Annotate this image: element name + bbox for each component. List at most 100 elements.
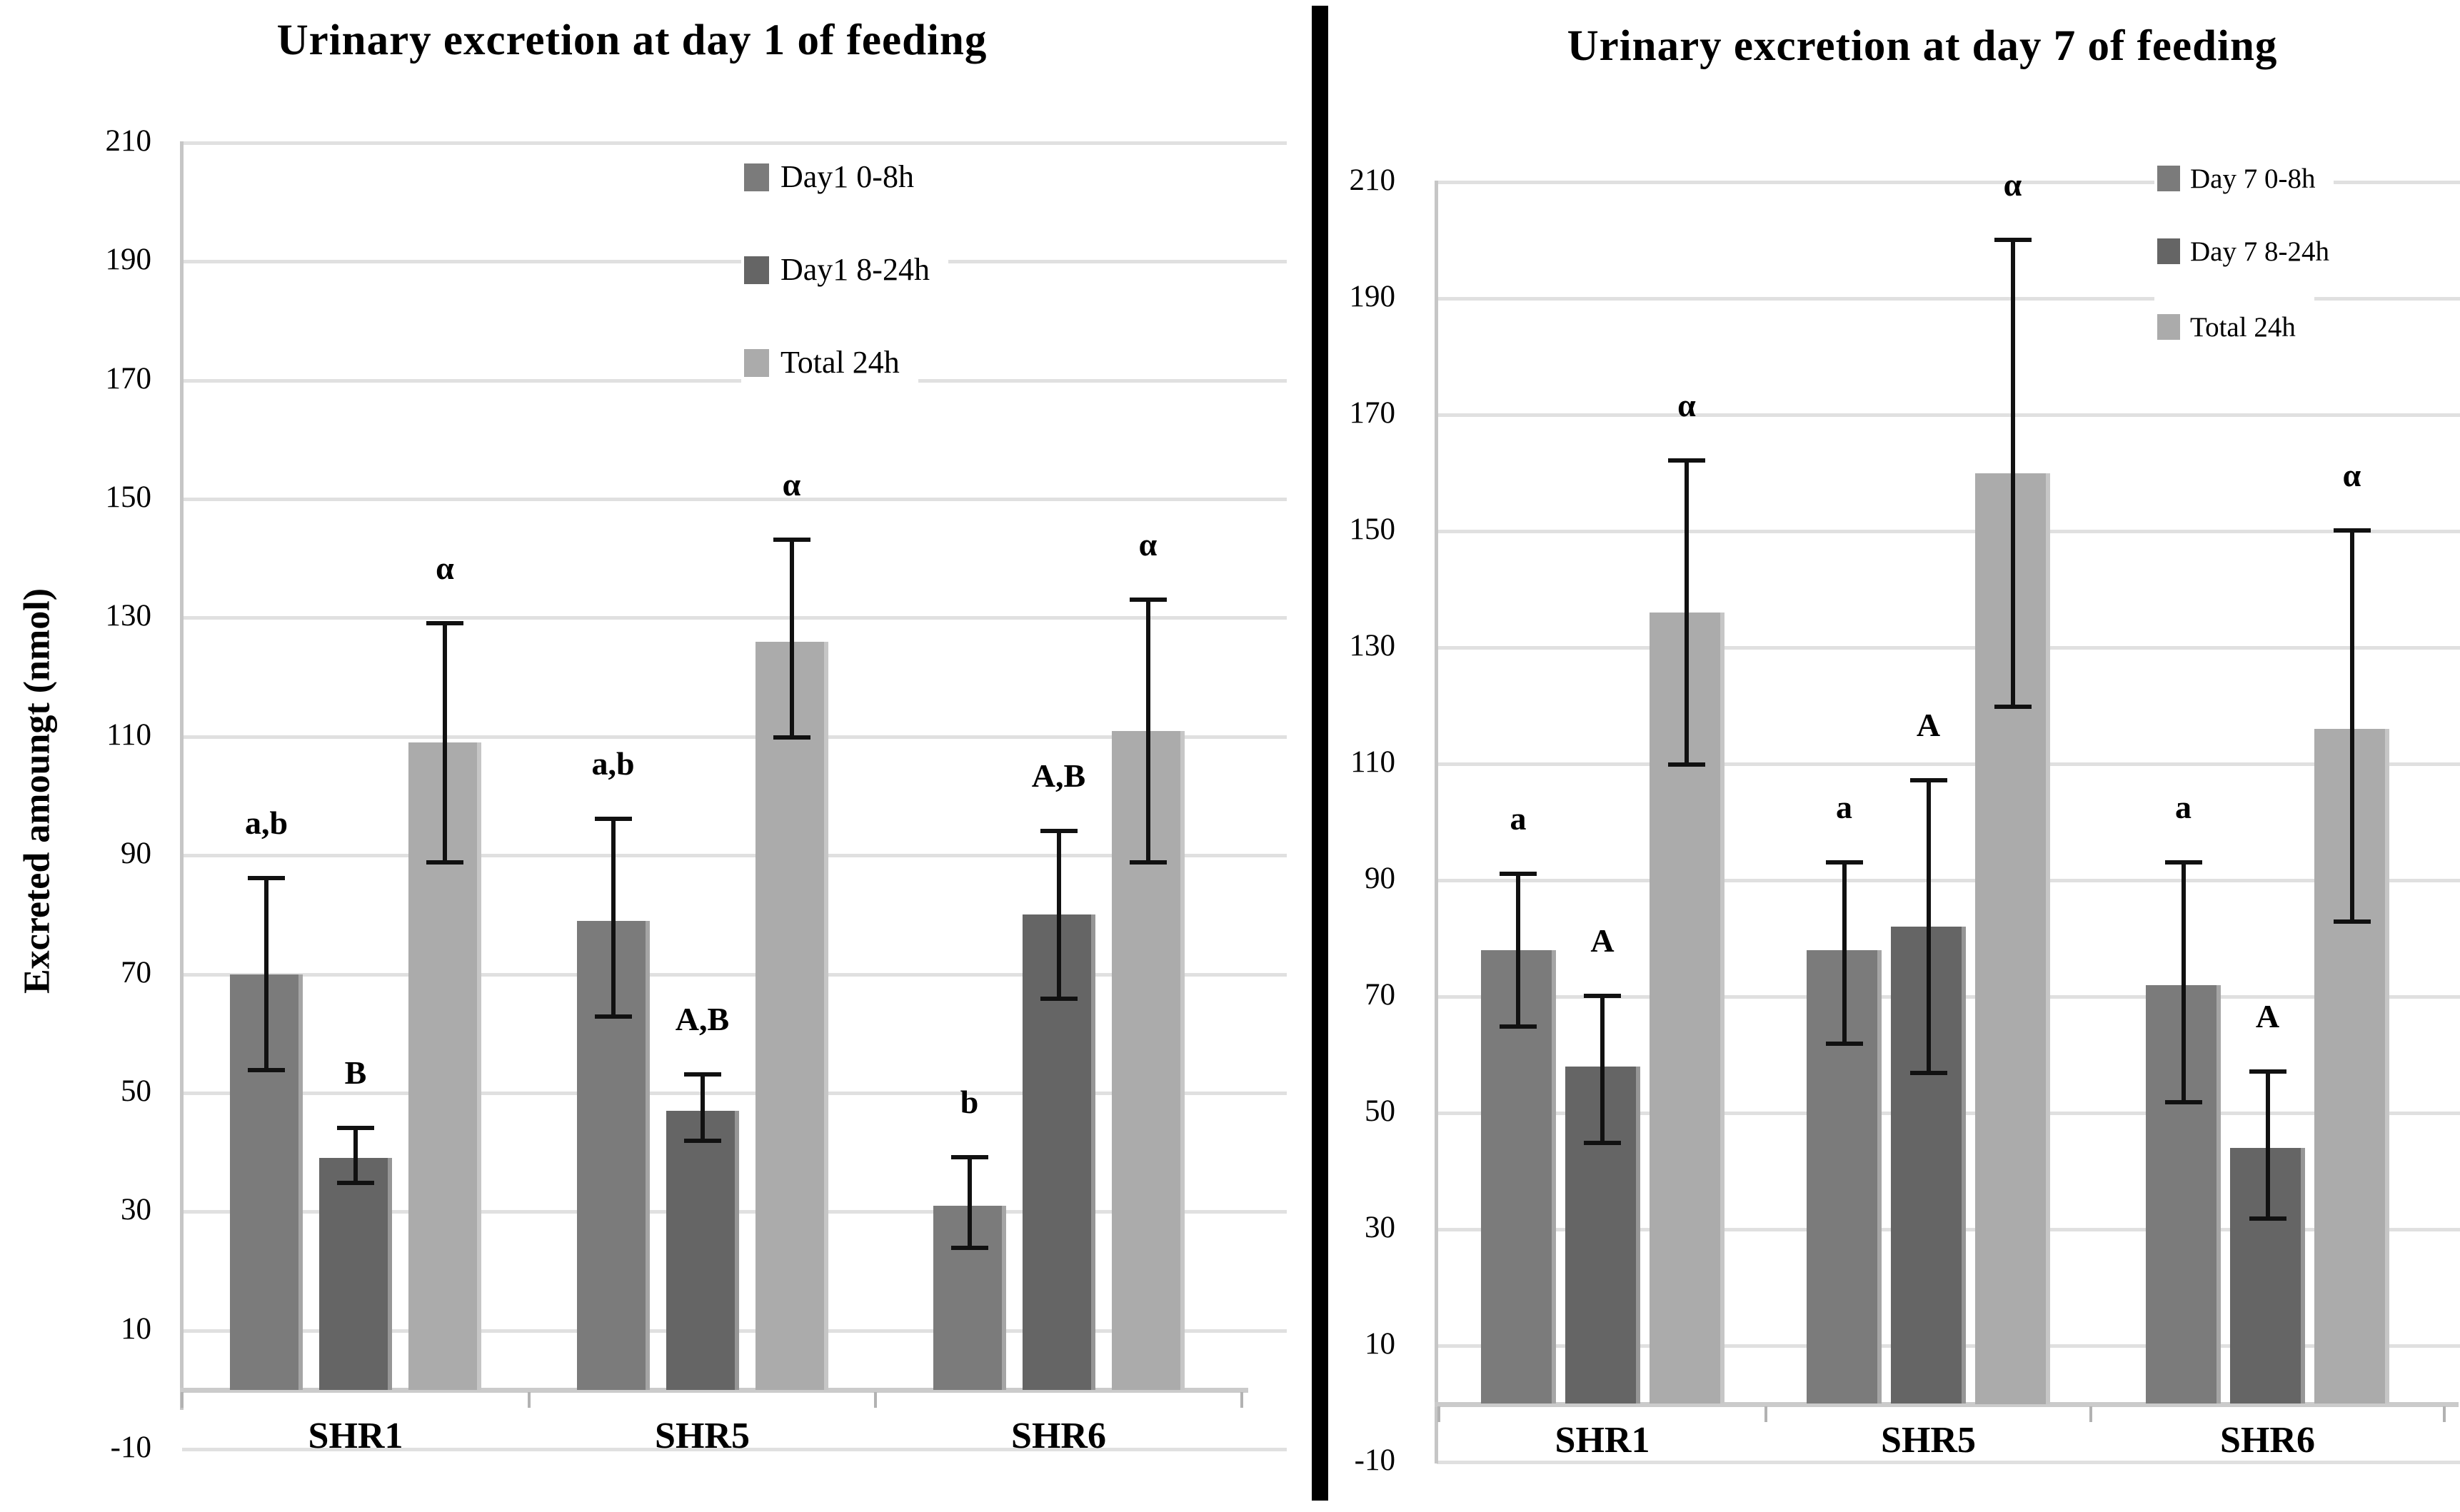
legend-swatch-day-7-0-8h: [2157, 166, 2180, 191]
panel-divider: [1312, 6, 1328, 1501]
legend-swatch-day-7-8-24h: [2157, 238, 2180, 264]
significance-label-shr5-total-24h: α: [2003, 166, 2022, 203]
significance-label-shr5-day1-8-24h: A,B: [675, 1000, 730, 1037]
error-bar-shr1-day-7-0-8h: [1516, 874, 1520, 1026]
error-cap-bottom-shr5-day1-8-24h: [683, 1139, 721, 1144]
y-tick-label-70: 70: [1365, 978, 1395, 1012]
significance-label-shr1-day1-0-8h: a,b: [244, 805, 288, 842]
error-cap-top-shr1-total-24h: [426, 620, 463, 625]
y-tick-label-50: 50: [1365, 1094, 1395, 1128]
legend-item-day-7-8-24h: Day 7 8-24h: [2154, 221, 2348, 281]
significance-label-shr5-day-7-8-24h: A: [1916, 707, 1941, 744]
error-cap-top-shr5-day1-8-24h: [683, 1072, 721, 1077]
y-tick-label-70: 70: [121, 955, 151, 989]
legend-label-day-7-0-8h: Day 7 0-8h: [2190, 163, 2316, 194]
y-tick-label-170: 170: [1349, 396, 1396, 430]
gridline-210: [1437, 181, 2460, 184]
error-cap-bottom-shr6-day1-8-24h: [1040, 996, 1078, 1001]
chart-title-day1: Urinary excretion at day 1 of feeding: [276, 16, 988, 64]
bar-shr5-total-24h: [1975, 473, 2050, 1404]
error-cap-top-shr6-day-7-0-8h: [2164, 860, 2202, 865]
x-axis-tick-1: [528, 1391, 531, 1408]
legend-swatch-day1-0-8h: [744, 163, 769, 191]
gridline-70: [182, 972, 1287, 977]
significance-label-shr1-total-24h: α: [436, 549, 454, 586]
legend-item-day1-0-8h: Day1 0-8h: [741, 146, 933, 208]
error-cap-bottom-shr6-day1-0-8h: [950, 1246, 988, 1251]
error-cap-top-shr5-total-24h: [773, 538, 810, 543]
chart-day1-panel: Urinary excretion at day 1 of feeding Ex…: [17, 16, 1287, 1464]
y-tick-label-10: 10: [121, 1311, 151, 1346]
error-bar-shr6-day1-8-24h: [1056, 831, 1061, 998]
error-cap-bottom-shr5-total-24h: [1994, 704, 2032, 709]
x-axis-tick-3: [2443, 1406, 2446, 1422]
legend-item-day1-8-24h: Day1 8-24h: [741, 238, 948, 301]
error-cap-bottom-shr5-day-7-0-8h: [1825, 1042, 1863, 1047]
gridline-190: [1437, 297, 2460, 301]
gridline-50: [182, 1091, 1287, 1095]
legend-label-total-24h: Total 24h: [2190, 311, 2296, 343]
error-cap-top-shr1-day1-0-8h: [248, 876, 285, 881]
x-axis-tick-0: [1437, 1406, 1440, 1422]
legend-label-day-7-8-24h: Day 7 8-24h: [2190, 236, 2329, 267]
legend-label-total-24h: Total 24h: [780, 345, 900, 380]
gridline-150: [182, 498, 1287, 502]
x-category-label-shr1: SHR1: [1555, 1420, 1650, 1461]
significance-label-shr1-total-24h: α: [1677, 387, 1696, 424]
error-cap-bottom-shr1-total-24h: [1668, 762, 1705, 767]
y-tick-label-30: 30: [121, 1193, 151, 1227]
error-bar-shr6-day1-0-8h: [967, 1158, 972, 1248]
x-axis-tick-1: [1764, 1406, 1767, 1422]
error-bar-shr6-day-7-0-8h: [2181, 862, 2186, 1102]
error-bar-shr6-day-7-8-24h: [2265, 1072, 2270, 1218]
error-cap-bottom-shr1-total-24h: [426, 860, 463, 865]
error-cap-top-shr1-day1-8-24h: [337, 1125, 374, 1130]
significance-label-shr6-day-7-8-24h: A: [2255, 997, 2280, 1034]
gridline-90: [1437, 879, 2460, 882]
y-tick-label-190: 190: [1349, 280, 1396, 313]
y-tick-label-150: 150: [105, 480, 152, 515]
chart-day7-panel: Urinary excretion at day 7 of feeding 21…: [1330, 0, 2460, 1512]
y-tick-label-190: 190: [105, 243, 152, 277]
gridline-170: [182, 378, 1287, 383]
legend-item-total-24h: Total 24h: [741, 331, 918, 394]
error-cap-top-shr6-total-24h: [1129, 597, 1167, 602]
error-bar-shr1-total-24h: [443, 623, 447, 862]
significance-label-shr6-day-7-0-8h: a: [2175, 788, 2192, 825]
error-cap-bottom-shr6-total-24h: [1129, 860, 1167, 865]
y-tick-label-170: 170: [105, 361, 152, 395]
significance-label-shr6-total-24h: α: [2342, 457, 2361, 493]
error-cap-top-shr1-day-7-8-24h: [1584, 994, 1621, 998]
y-axis-line: [180, 141, 184, 1410]
significance-label-shr1-day1-8-24h: B: [344, 1054, 367, 1091]
error-cap-bottom-shr5-total-24h: [773, 735, 810, 740]
gridline-90: [182, 854, 1287, 858]
error-cap-top-shr1-total-24h: [1668, 458, 1705, 463]
error-bar-shr1-day1-8-24h: [353, 1128, 358, 1182]
y-axis-line: [1435, 181, 1438, 1463]
error-cap-bottom-shr6-total-24h: [2333, 919, 2371, 924]
significance-label-shr1-day-7-0-8h: a: [1510, 800, 1527, 837]
significance-label-shr5-day1-0-8h: a,b: [591, 745, 635, 782]
error-bar-shr1-day-7-8-24h: [1600, 997, 1605, 1142]
gridline-130: [1437, 646, 2460, 650]
legend-item-total-24h: Total 24h: [2154, 297, 2314, 357]
error-cap-bottom-shr6-day-7-0-8h: [2164, 1099, 2202, 1104]
x-axis-tick-2: [874, 1391, 877, 1408]
gridline-110: [1437, 762, 2460, 766]
bar-shr5-total-24h: [755, 641, 828, 1390]
x-axis-line: [1435, 1401, 2459, 1407]
y-tick-label-110: 110: [1350, 745, 1395, 779]
y-tick-label-150: 150: [1349, 513, 1396, 546]
legend-swatch-total-24h: [744, 348, 769, 377]
error-cap-top-shr5-day-7-0-8h: [1825, 860, 1863, 865]
significance-label-shr1-day-7-8-24h: A: [1590, 922, 1615, 959]
gridline-150: [1437, 530, 2460, 533]
error-bar-shr1-day1-0-8h: [264, 879, 268, 1069]
y-tick-label-210: 210: [105, 124, 152, 158]
significance-label-shr6-day1-8-24h: A,B: [1031, 757, 1086, 794]
gridline-190: [182, 260, 1287, 264]
x-axis-tick-3: [1240, 1391, 1243, 1408]
y-tick-label-90: 90: [1365, 862, 1395, 895]
